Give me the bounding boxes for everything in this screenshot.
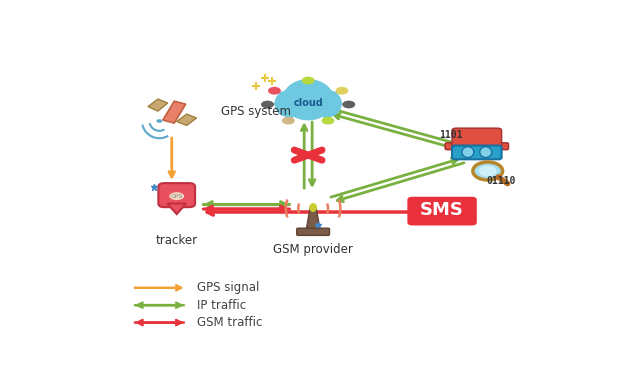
Circle shape	[342, 101, 355, 109]
Text: SMS: SMS	[420, 201, 464, 219]
Circle shape	[268, 87, 281, 95]
FancyBboxPatch shape	[452, 128, 502, 147]
Text: 01110: 01110	[487, 177, 516, 186]
Text: GPS: GPS	[170, 194, 183, 199]
Circle shape	[282, 117, 295, 124]
Text: GSM provider: GSM provider	[273, 243, 353, 256]
Text: IP traffic: IP traffic	[196, 299, 246, 312]
FancyBboxPatch shape	[158, 183, 195, 207]
Text: GSM traffic: GSM traffic	[196, 316, 262, 329]
Circle shape	[301, 77, 315, 84]
Ellipse shape	[309, 203, 317, 212]
Text: tracker: tracker	[156, 234, 198, 247]
Text: GPS signal: GPS signal	[196, 281, 259, 294]
Ellipse shape	[480, 147, 492, 158]
Circle shape	[156, 119, 163, 123]
Ellipse shape	[169, 192, 184, 200]
Text: GPS system: GPS system	[221, 105, 291, 117]
Polygon shape	[177, 114, 196, 126]
FancyBboxPatch shape	[297, 228, 330, 235]
Polygon shape	[163, 101, 186, 123]
Circle shape	[479, 166, 497, 176]
Polygon shape	[167, 203, 186, 214]
Ellipse shape	[282, 79, 334, 120]
Circle shape	[473, 162, 502, 180]
Text: 1101: 1101	[440, 130, 463, 140]
FancyBboxPatch shape	[407, 197, 477, 226]
Ellipse shape	[312, 90, 342, 117]
Polygon shape	[148, 99, 168, 111]
Ellipse shape	[284, 83, 312, 108]
FancyBboxPatch shape	[445, 143, 509, 150]
Text: cloud: cloud	[293, 98, 323, 108]
FancyBboxPatch shape	[452, 145, 502, 159]
Circle shape	[261, 101, 274, 109]
Ellipse shape	[275, 90, 304, 117]
Circle shape	[335, 87, 348, 95]
Circle shape	[321, 117, 335, 124]
Ellipse shape	[462, 147, 474, 158]
FancyBboxPatch shape	[282, 102, 334, 112]
Polygon shape	[306, 207, 320, 230]
Ellipse shape	[304, 83, 332, 108]
